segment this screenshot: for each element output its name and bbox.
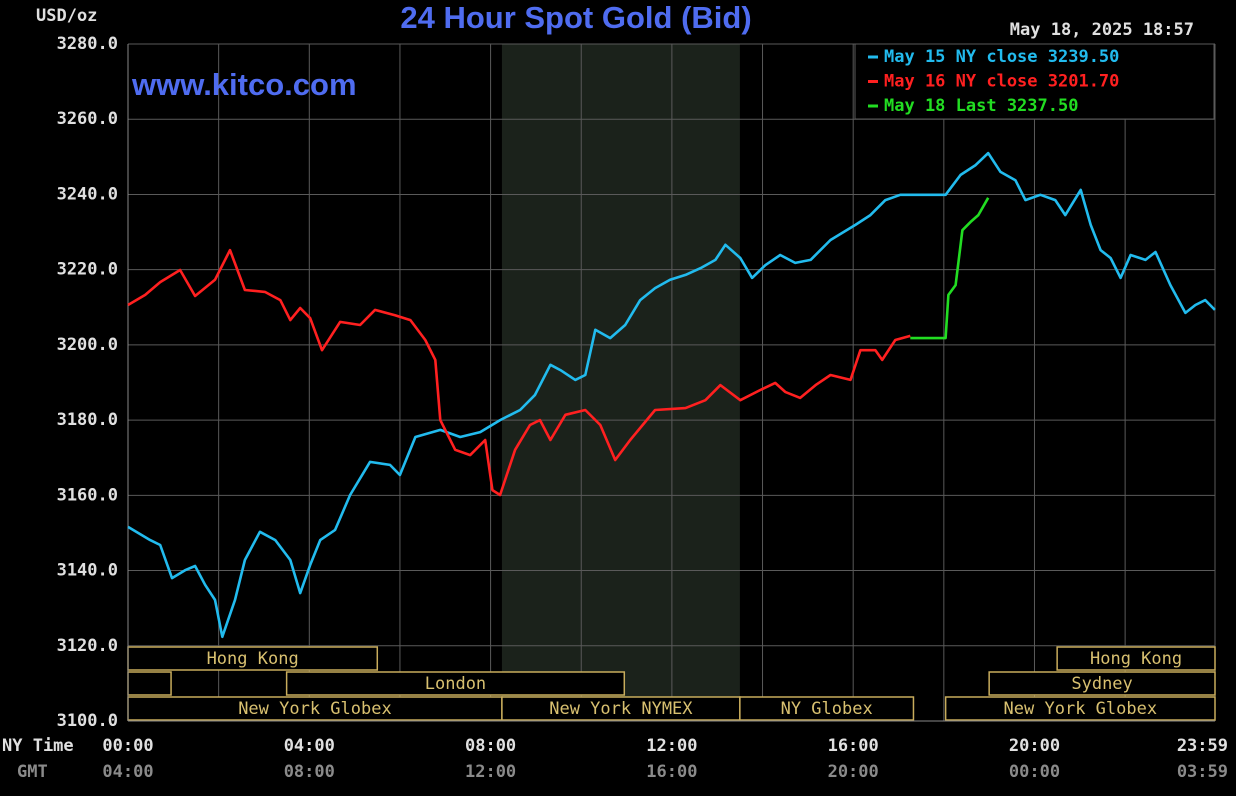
timestamp: May 18, 2025 18:57 — [1010, 20, 1194, 40]
x-tick-label: 04:00 — [284, 736, 335, 756]
legend-box — [854, 43, 1215, 120]
session-label: Hong Kong — [1090, 649, 1182, 669]
session-box — [127, 671, 172, 696]
x-tick-label: 20:00 — [1009, 736, 1060, 756]
y-tick-label: 3280.0 — [57, 34, 118, 54]
watermark: www.kitco.com — [131, 67, 357, 102]
x2-tick-label: 12:00 — [465, 762, 516, 782]
y-tick-label: 3100.0 — [57, 711, 118, 731]
legend-entry: May 18 Last 3237.50 — [884, 96, 1078, 116]
session-label: London — [425, 674, 486, 694]
x-tick-label: 16:00 — [828, 736, 879, 756]
x-tick-label: 08:00 — [465, 736, 516, 756]
x2-tick-label: 03:59 — [1177, 762, 1228, 782]
x2-tick-label: 08:00 — [284, 762, 335, 782]
y-tick-label: 3140.0 — [57, 561, 118, 581]
legend-entry: May 16 NY close 3201.70 — [884, 72, 1119, 92]
x-tick-label: 12:00 — [646, 736, 697, 756]
session-label: New York Globex — [1004, 699, 1158, 719]
x2-row-label: GMT — [17, 762, 48, 782]
chart-title: 24 Hour Spot Gold (Bid) — [400, 0, 751, 35]
session-box — [285, 671, 626, 696]
x2-tick-label: 20:00 — [828, 762, 879, 782]
y-tick-label: 3200.0 — [57, 335, 118, 355]
shaded-region — [501, 44, 740, 721]
series-line — [910, 197, 990, 340]
x2-tick-label: 16:00 — [646, 762, 697, 782]
x-tick-label: 23:59 — [1177, 736, 1228, 756]
x-row-label: NY Time — [2, 736, 74, 756]
y-tick-label: 3220.0 — [57, 260, 118, 280]
y-tick-label: 3240.0 — [57, 184, 118, 204]
legend-entry: May 15 NY close 3239.50 — [884, 47, 1119, 67]
x2-tick-label: 00:00 — [1009, 762, 1060, 782]
session-box — [944, 696, 1216, 721]
x-tick-label: 00:00 — [102, 736, 153, 756]
session-label: New York NYMEX — [549, 699, 693, 719]
y-tick-label: 3180.0 — [57, 410, 118, 430]
session-label: Hong Kong — [207, 649, 299, 669]
y-tick-label: 3120.0 — [57, 636, 118, 656]
session-box — [988, 671, 1216, 696]
y-tick-label: 3260.0 — [57, 109, 118, 129]
session-label: Sydney — [1071, 674, 1132, 694]
session-box — [1056, 646, 1216, 671]
series-line — [127, 248, 911, 497]
session-box — [739, 696, 915, 721]
session-label: NY Globex — [781, 699, 873, 719]
y-unit: USD/oz — [36, 6, 97, 26]
x2-tick-label: 04:00 — [102, 762, 153, 782]
session-label: New York Globex — [238, 699, 392, 719]
y-tick-label: 3160.0 — [57, 485, 118, 505]
series-line — [127, 151, 1216, 639]
